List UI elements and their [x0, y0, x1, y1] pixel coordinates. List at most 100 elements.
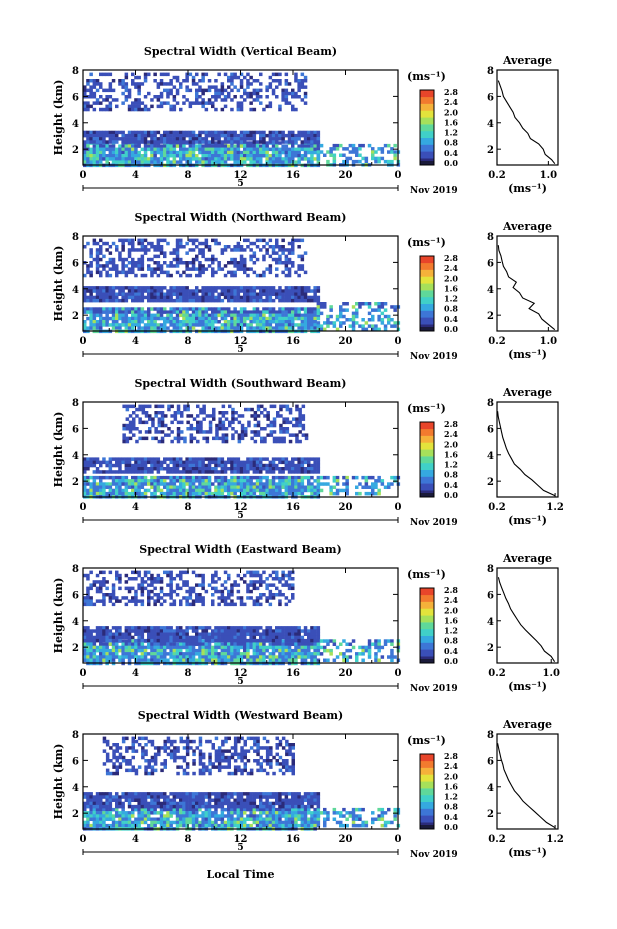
- y-tick-label: 6: [72, 424, 79, 435]
- heatmap-cell: [268, 245, 273, 249]
- heatmap-cell: [150, 485, 154, 489]
- heatmap-cell: [86, 150, 90, 155]
- heatmap-cell: [316, 467, 321, 471]
- heatmap-cell: [138, 417, 142, 421]
- heatmap-cell: [227, 457, 231, 461]
- heatmap-cell: [303, 140, 308, 144]
- heatmap-cell: [275, 150, 279, 155]
- heatmap-cell: [166, 491, 170, 496]
- heatmap-cell: [105, 629, 109, 633]
- heatmap-cell: [255, 295, 260, 300]
- heatmap-cell: [188, 658, 193, 662]
- heatmap-cell: [92, 130, 97, 135]
- heatmap-cell: [105, 632, 109, 636]
- heatmap-cell: [377, 308, 381, 312]
- heatmap-cell: [300, 292, 305, 296]
- heatmap-cell: [268, 470, 273, 474]
- heatmap-cell: [140, 638, 145, 643]
- heatmap-cell: [195, 488, 199, 493]
- heatmap-cell: [105, 655, 109, 659]
- heatmap-cell: [262, 150, 266, 155]
- heatmap-cell: [282, 439, 286, 444]
- heatmap-cell: [131, 470, 135, 474]
- heatmap-cell: [284, 267, 289, 271]
- heatmap-cell: [268, 298, 273, 303]
- heatmap-cell: [153, 292, 157, 296]
- heatmap-cell: [140, 313, 145, 318]
- heatmap-cell: [218, 411, 222, 415]
- date-label: Nov 2019: [410, 518, 458, 528]
- heatmap-cell: [166, 638, 170, 643]
- heatmap-cell: [105, 144, 109, 148]
- heatmap-cell: [239, 629, 244, 633]
- heatmap-cell: [118, 238, 122, 243]
- heatmap-cell: [316, 652, 321, 656]
- heatmap-cell: [159, 491, 164, 496]
- heatmap-cell: [121, 470, 125, 474]
- heatmap-cell: [278, 141, 282, 145]
- heatmap-cell: [307, 638, 311, 643]
- heatmap-cell: [275, 482, 279, 486]
- heatmap-cell: [153, 658, 157, 662]
- heatmap-cell: [153, 475, 157, 480]
- heatmap-cell: [233, 261, 237, 265]
- heatmap-cell: [195, 144, 199, 148]
- profile-y-label: 6: [487, 258, 494, 269]
- heatmap-cell: [159, 95, 164, 99]
- heatmap-cell: [351, 305, 356, 309]
- heatmap-cell: [217, 157, 221, 161]
- heatmap-cell: [198, 137, 202, 141]
- heatmap-cell: [351, 311, 356, 316]
- heatmap-cell: [185, 488, 189, 493]
- heatmap-cell: [236, 289, 241, 293]
- heatmap-cell: [268, 160, 273, 164]
- heatmap-cell: [179, 257, 183, 262]
- heatmap-cell: [92, 326, 97, 330]
- heatmap-cell: [252, 144, 257, 148]
- heatmap-cell: [198, 645, 202, 650]
- heatmap-cell: [175, 257, 180, 262]
- colorbar-label: 0.4: [444, 148, 458, 158]
- heatmap-cell: [313, 313, 317, 318]
- heatmap-cell: [268, 463, 273, 468]
- heatmap-cell: [233, 316, 237, 321]
- heatmap-cell: [153, 133, 157, 138]
- heatmap-cell: [217, 264, 221, 268]
- heatmap-cell: [236, 137, 241, 141]
- heatmap-cell: [163, 295, 167, 300]
- heatmap-cell: [204, 470, 209, 474]
- heatmap-cell: [156, 130, 161, 135]
- heatmap-cell: [189, 439, 194, 444]
- heatmap-cell: [307, 648, 311, 653]
- heatmap-cell: [127, 626, 132, 630]
- heatmap-cell: [166, 130, 170, 135]
- heatmap-cell: [102, 157, 106, 161]
- heatmap-cell: [262, 648, 266, 653]
- heatmap-cell: [291, 457, 295, 461]
- heatmap-cell: [95, 130, 100, 135]
- heatmap-cell: [297, 307, 301, 311]
- heatmap-cell: [227, 313, 231, 318]
- heatmap-cell: [138, 420, 142, 425]
- heatmap-cell: [188, 273, 193, 278]
- heatmap-cell: [217, 160, 221, 164]
- heatmap-cell: [265, 470, 269, 474]
- heatmap-cell: [140, 82, 145, 86]
- heatmap-cell: [166, 310, 170, 314]
- heatmap-cell: [316, 488, 321, 493]
- heatmap-cell: [118, 254, 122, 259]
- heatmap-cell: [201, 251, 205, 255]
- heatmap-cell: [124, 137, 129, 141]
- heatmap-cell: [111, 645, 116, 650]
- heatmap-cell: [89, 648, 93, 653]
- heatmap-cell: [291, 154, 295, 158]
- heatmap-cell: [387, 318, 391, 322]
- heatmap-cell: [207, 88, 212, 93]
- heatmap-cell: [172, 491, 177, 496]
- heatmap-cell: [140, 264, 145, 268]
- heatmap-cell: [122, 433, 126, 437]
- heatmap-cell: [307, 289, 311, 293]
- heatmap-cell: [214, 298, 218, 303]
- heatmap-cell: [182, 635, 186, 640]
- heatmap-cell: [259, 313, 263, 318]
